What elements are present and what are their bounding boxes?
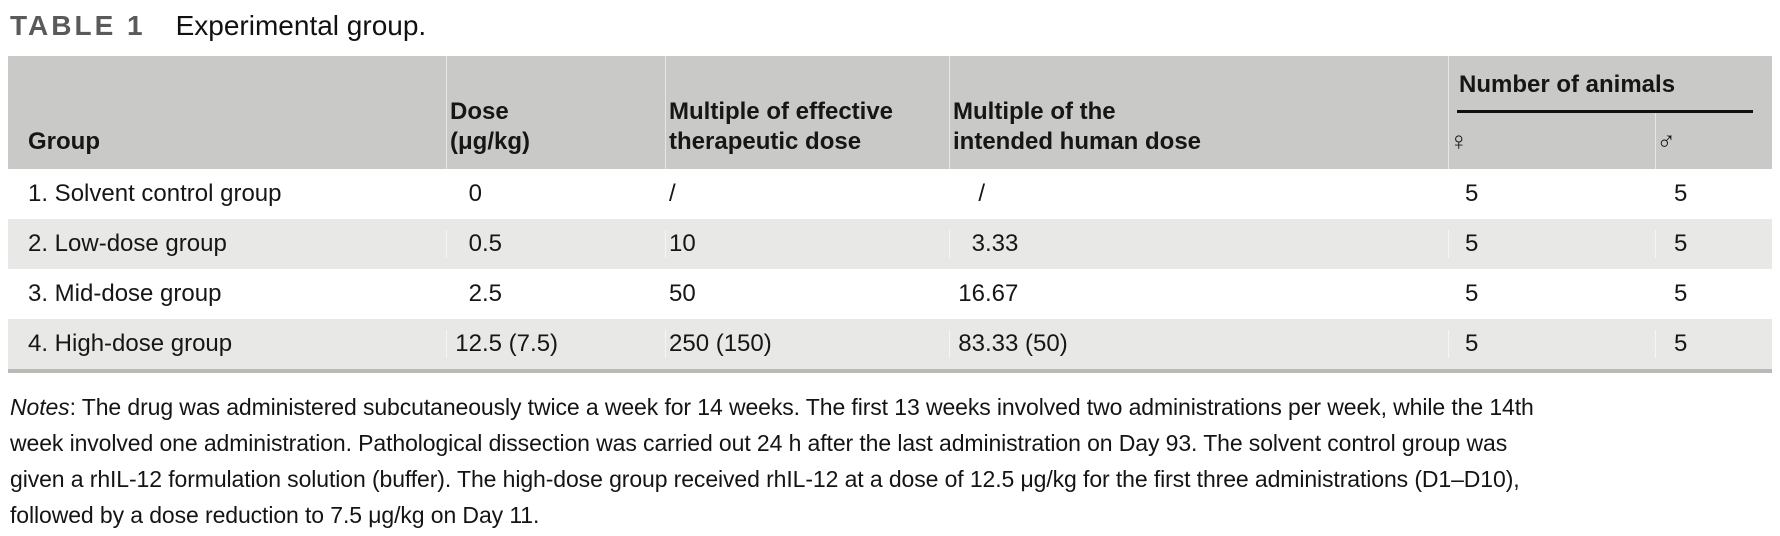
cell-group: 1. Solvent control group <box>28 180 282 207</box>
cell-male: 5 <box>1655 180 1772 208</box>
cell-female: 5 <box>1448 230 1655 258</box>
notes-line: Notes: The drug was administered subcuta… <box>10 389 1772 425</box>
table-number-label: TABLE 1 <box>10 10 146 41</box>
animals-group-underline <box>1457 110 1753 113</box>
column-group-number-of-animals: Number of animals ♀ ♂ <box>1448 56 1772 169</box>
cell-multiple_effective: 10 <box>665 230 949 258</box>
cell-male: 5 <box>1655 330 1772 358</box>
table-body: 1. Solvent control group 0//5 5 2. Low-dose… <box>8 169 1772 369</box>
cell-multiple_human: 16.67 <box>949 280 1448 308</box>
column-header-dose: Dose (μg/kg) <box>446 56 665 169</box>
cell-male: 5 <box>1655 280 1772 308</box>
table-row: 1. Solvent control group 0//5 5 <box>8 169 1772 219</box>
female-symbol-header: ♀ <box>1449 125 1469 156</box>
notes-line: given a rhIL-12 formulation solution (bu… <box>10 466 1520 492</box>
cell-multiple_effective: 250 (150) <box>665 330 949 358</box>
animals-group-header: Number of animals <box>1459 71 1676 98</box>
cell-multiple_effective: 50 <box>665 280 949 308</box>
cell-dose: 12.5 (7.5) <box>446 330 665 358</box>
cell-female: 5 <box>1448 280 1655 308</box>
table-row: 3. Mid-dose group 2.5 50 16.67 5 5 <box>8 269 1772 319</box>
cell-female: 5 <box>1448 330 1655 358</box>
notes-line: followed by a dose reduction to 7.5 μg/k… <box>10 502 540 528</box>
table-header: Group Dose (μg/kg) Multiple of effective… <box>8 56 1772 169</box>
cell-dose: 0.5 <box>446 230 665 258</box>
experimental-group-table: Group Dose (μg/kg) Multiple of effective… <box>8 56 1772 373</box>
notes-label: Notes <box>10 394 70 420</box>
column-header-group: Group <box>28 128 100 155</box>
cell-dose: 2.5 <box>446 280 665 308</box>
cell-male: 5 <box>1655 230 1772 258</box>
table-row: 4. High-dose group 12.5 (7.5) 250 (150) 83.… <box>8 319 1772 369</box>
cell-female: 5 <box>1448 180 1655 208</box>
cell-dose: 0 <box>446 180 665 208</box>
cell-multiple_effective: / <box>665 180 949 208</box>
notes-text: : The drug was administered subcutaneous… <box>69 394 1534 420</box>
cell-group: 4. High-dose group <box>28 330 233 357</box>
table-caption: Experimental group. <box>175 10 427 41</box>
table-caption-row: TABLE 1 Experimental group. <box>10 10 1772 42</box>
cell-group: 3. Mid-dose group <box>28 280 222 307</box>
cell-multiple_human: 3.33 <box>949 230 1448 258</box>
male-symbol-header: ♂ <box>1655 113 1772 169</box>
column-header-multiple-human: Multiple of the intended human dose <box>949 56 1448 169</box>
table-notes: Notes: The drug was administered subcuta… <box>10 389 1772 533</box>
cell-multiple_human: 83.33 (50) <box>949 330 1448 358</box>
sex-subheader-row: ♀ ♂ <box>1449 113 1772 169</box>
notes-line: week involved one administration. Pathol… <box>10 430 1508 456</box>
column-header-multiple-effective: Multiple of effective therapeutic dose <box>665 56 949 169</box>
table-row: 2. Low-dose group 0.5 10 3.33 5 5 <box>8 219 1772 269</box>
cell-multiple_human: / <box>949 180 1448 208</box>
cell-group: 2. Low-dose group <box>28 230 227 257</box>
